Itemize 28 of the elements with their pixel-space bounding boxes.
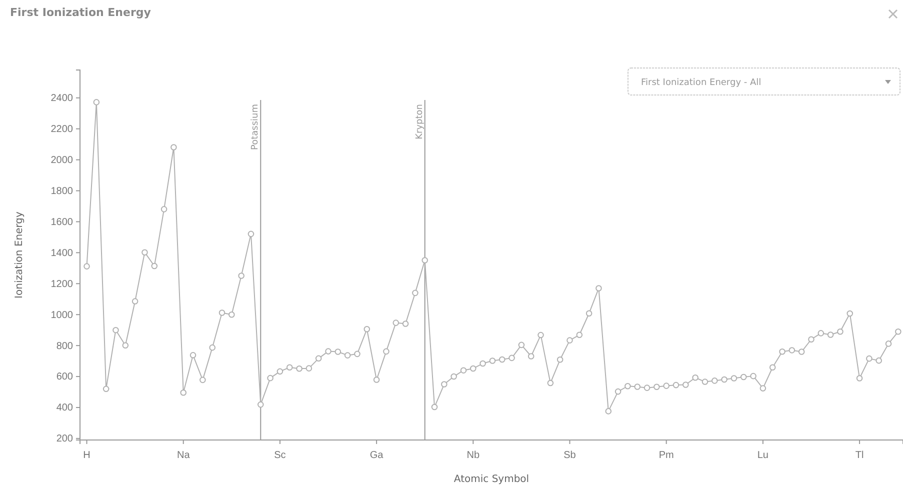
dropdown-field: First Ionization Energy - All <box>628 68 900 96</box>
y-tick-label: 1600 <box>50 216 74 228</box>
x-axis-title: Atomic Symbol <box>454 474 530 485</box>
x-tick-label: Pm <box>658 450 674 461</box>
y-tick-label: 800 <box>56 340 74 352</box>
y-tick-label: 2200 <box>50 124 74 136</box>
annotation: Potassium <box>250 104 261 150</box>
y-tick-label: 600 <box>56 372 74 383</box>
y-tick-label: 400 <box>56 402 74 414</box>
y-tick-label: 2000 <box>50 154 74 166</box>
x-tick-label: H <box>83 450 90 461</box>
chart-title: First Ionization Energy <box>10 6 151 19</box>
annotation: First Ionization Energy - All <box>641 78 762 88</box>
y-tick-label: 1000 <box>50 310 74 321</box>
y-tick-label: 2400 <box>50 93 74 104</box>
y-tick-label: 1400 <box>50 248 74 259</box>
x-tick-label: Na <box>176 450 190 461</box>
x-tick-label: Sb <box>564 450 576 461</box>
x-tick-label: Ga <box>370 450 384 461</box>
annotation: Krypton <box>414 104 425 140</box>
y-tick-label: 1800 <box>50 186 74 197</box>
x-tick-label: Sc <box>274 450 286 461</box>
x-tick-label: Lu <box>757 450 768 461</box>
y-tick-label: 200 <box>56 434 74 445</box>
x-tick-label: Tl <box>855 450 864 461</box>
y-axis-title: Ionization Energy <box>14 211 25 298</box>
y-tick-label: 1200 <box>50 278 74 290</box>
x-tick-label: Nb <box>466 450 480 461</box>
